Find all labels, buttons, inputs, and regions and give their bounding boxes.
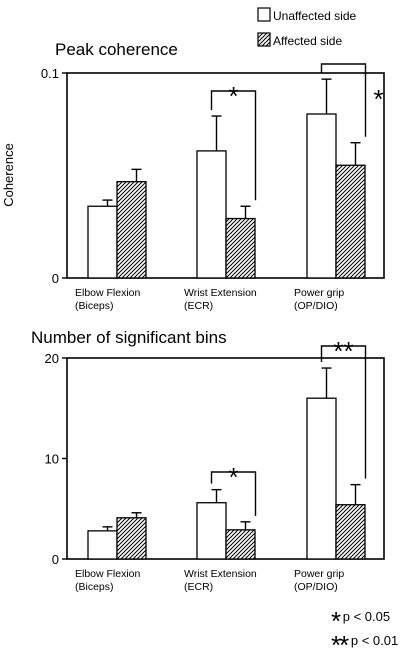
significance-bracket xyxy=(210,90,257,201)
category-sublabel: (OP/DIO) xyxy=(294,581,338,593)
chart-title: Number of significant bins xyxy=(31,328,227,347)
category-sublabel: (OP/DIO) xyxy=(294,300,338,312)
bar-affected xyxy=(225,529,256,560)
bar-affected xyxy=(116,180,147,279)
category-sublabel: (Biceps) xyxy=(75,581,114,593)
significance-text: p < 0.05 xyxy=(342,609,391,624)
bar-unaffected xyxy=(87,205,118,279)
significance-star: * xyxy=(228,81,238,111)
category-label: Elbow Flexion xyxy=(75,287,141,299)
significance-star: ** xyxy=(333,336,353,366)
legend-swatch-affected xyxy=(257,32,271,47)
y-tick-label: 0 xyxy=(52,271,59,286)
category-label: Power grip xyxy=(294,568,344,580)
category-label: Wrist Extension xyxy=(184,287,257,299)
y-tick-label: 0.1 xyxy=(41,66,59,81)
bar-affected xyxy=(225,217,256,279)
legend-swatch-unaffected xyxy=(257,7,271,22)
legend: Unaffected side Affected side xyxy=(257,7,356,48)
bar-affected xyxy=(335,504,366,560)
chart-panel: Number of significant bins 0 10 20 Elbow Fle… xyxy=(31,328,385,593)
category-label: Elbow Flexion xyxy=(75,568,141,580)
significance-stars: ** xyxy=(331,630,349,660)
significance-star: * xyxy=(228,462,238,492)
bar-unaffected xyxy=(306,113,337,279)
y-tick-label: 20 xyxy=(45,351,59,366)
significance-bracket xyxy=(320,345,367,479)
bar-unaffected xyxy=(196,502,227,560)
significance-bracket xyxy=(320,63,367,137)
y-axis-label: Coherence xyxy=(1,143,16,207)
bar-affected xyxy=(116,517,147,560)
charts-container: Peak coherence Coherence 0 0.1 Elbow Flexion… xyxy=(1,40,385,593)
significance-text: p < 0.01 xyxy=(350,633,399,648)
significance-note-1: * p < 0.05 xyxy=(331,608,391,634)
category-label: Wrist Extension xyxy=(184,568,257,580)
significance-bracket xyxy=(210,471,257,516)
bar-unaffected xyxy=(306,397,337,560)
legend-label-affected: Affected side xyxy=(273,34,342,48)
significance-stars: * xyxy=(331,606,341,636)
y-tick-label: 10 xyxy=(45,452,59,467)
category-sublabel: (ECR) xyxy=(184,300,213,312)
significance-note-2: ** p < 0.01 xyxy=(331,632,399,658)
chart-title: Peak coherence xyxy=(55,40,178,59)
bar-unaffected xyxy=(196,150,227,279)
chart-panel: Peak coherence Coherence 0 0.1 Elbow Flexion… xyxy=(1,40,385,312)
category-label: Power grip xyxy=(294,287,344,299)
legend-label-unaffected: Unaffected side xyxy=(273,9,356,23)
y-tick-label: 0 xyxy=(52,552,59,567)
category-sublabel: (ECR) xyxy=(184,581,213,593)
category-sublabel: (Biceps) xyxy=(75,300,114,312)
significance-star: * xyxy=(373,84,383,114)
bar-unaffected xyxy=(87,530,118,560)
bar-affected xyxy=(335,164,366,279)
